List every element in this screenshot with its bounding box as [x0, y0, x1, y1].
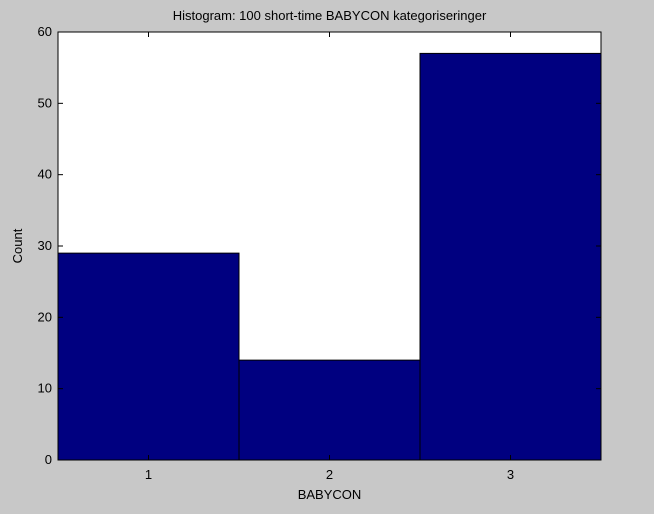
chart-title: Histogram: 100 short-time BABYCON katego… [173, 8, 487, 23]
bars-group [57, 52, 602, 461]
y-tick-label: 0 [45, 452, 52, 467]
y-axis-label: Count [10, 228, 25, 263]
bar-2 [238, 359, 421, 461]
x-tick-label: 3 [507, 467, 514, 482]
ticks-group: 0 10 20 30 40 50 60 1 2 3 [38, 24, 601, 482]
y-tick-label: 60 [38, 24, 52, 39]
bar-3 [419, 52, 602, 461]
axes-frame [57, 31, 602, 461]
y-tick-label: 20 [38, 309, 52, 324]
x-axis-label: BABYCON [298, 487, 362, 502]
y-tick-label: 30 [38, 238, 52, 253]
y-tick-label: 50 [38, 95, 52, 110]
bar-1 [57, 252, 240, 461]
y-tick-label: 40 [38, 167, 52, 182]
y-tick-label: 10 [38, 381, 52, 396]
x-tick-label: 2 [326, 467, 333, 482]
x-tick-label: 1 [145, 467, 152, 482]
